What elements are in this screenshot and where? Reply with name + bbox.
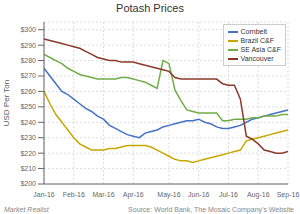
svg-text:$240: $240	[20, 119, 36, 126]
svg-text:USD Per Ton: USD Per Ton	[8, 80, 11, 127]
svg-text:$300: $300	[20, 26, 36, 33]
svg-text:$230: $230	[20, 134, 36, 141]
svg-text:$270: $270	[20, 72, 36, 79]
svg-text:May-16: May-16	[157, 191, 180, 199]
html-text:Vancouver: Vancouver	[240, 55, 274, 62]
svg-text:Mar-16: Mar-16	[92, 191, 114, 198]
svg-text:Jan-16: Jan-16	[33, 191, 55, 198]
svg-text:$200: $200	[20, 180, 36, 187]
svg-text:$210: $210	[20, 165, 36, 172]
html-text:Market Realist: Market Realist	[4, 206, 49, 213]
svg-text:Aug-16: Aug-16	[247, 191, 270, 199]
svg-text:$260: $260	[20, 88, 36, 95]
html-text:Source: World Bank, The Mosaic: Source: World Bank, The Mosaic Company's…	[128, 206, 294, 213]
svg-text:$290: $290	[20, 42, 36, 49]
svg-text:Sep-16: Sep-16	[277, 191, 292, 199]
svg-text:$280: $280	[20, 57, 36, 64]
svg-text:$250: $250	[20, 103, 36, 110]
svg-text:Jul-16: Jul-16	[219, 191, 238, 198]
html-text:Brazil C&F: Brazil C&F	[240, 37, 274, 44]
svg-text:Jun-16: Jun-16	[188, 191, 210, 198]
html-text:Cornbelt: Cornbelt	[240, 28, 267, 35]
html-text:SE Asia C&F: SE Asia C&F	[240, 46, 281, 53]
svg-text:Apr-16: Apr-16	[123, 191, 144, 199]
svg-text:Feb-16: Feb-16	[63, 191, 85, 198]
html-text:Potash Prices: Potash Prices	[116, 2, 184, 14]
svg-text:$220: $220	[20, 150, 36, 157]
